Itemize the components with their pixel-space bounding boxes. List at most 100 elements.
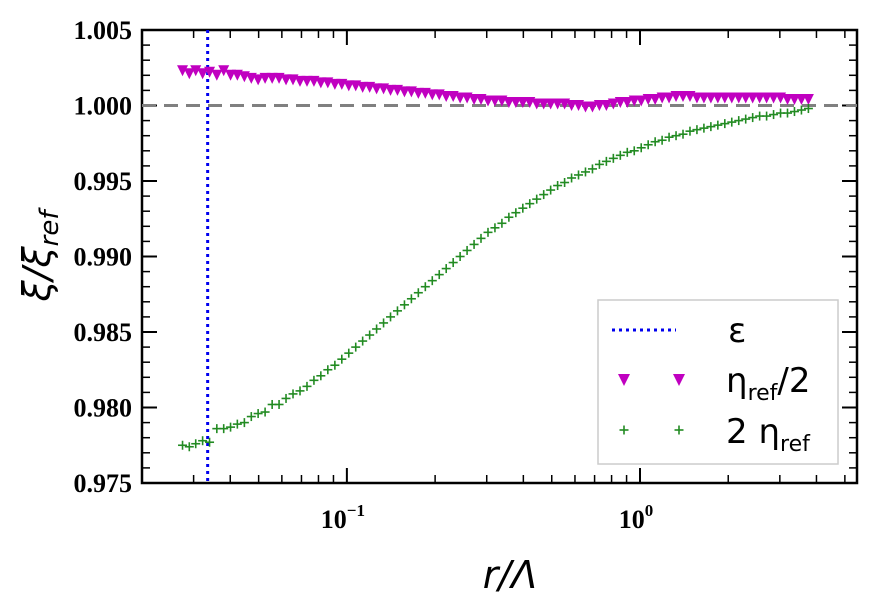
- triangle-point: [329, 78, 341, 90]
- plus-point: [462, 245, 472, 255]
- triangle-point: [468, 93, 480, 105]
- triangle-point: [754, 92, 766, 104]
- triangle-point: [782, 93, 794, 105]
- plus-point: [504, 212, 514, 222]
- plus-point: [706, 122, 716, 132]
- triangle-point: [593, 100, 605, 111]
- triangle-point: [788, 93, 800, 105]
- triangle-point: [579, 101, 591, 113]
- triangle-point: [656, 92, 668, 104]
- plus-point: [490, 223, 500, 233]
- plus-point: [219, 424, 229, 434]
- y-tick-label: 0.975: [74, 469, 133, 498]
- plus-point: [769, 110, 779, 120]
- triangle-point: [510, 96, 522, 108]
- plus-point: [427, 276, 437, 286]
- triangle-point: [531, 98, 543, 110]
- triangle-point: [691, 92, 703, 104]
- plus-point: [629, 146, 639, 156]
- plus-point: [622, 147, 632, 157]
- x-tick-label: 10−1: [321, 501, 365, 534]
- plus-point: [274, 399, 284, 409]
- plus-point: [434, 270, 444, 280]
- triangle-point: [357, 81, 369, 93]
- legend-plus-marker: [619, 425, 629, 435]
- plus-point: [239, 418, 249, 428]
- plus-point: [184, 442, 194, 452]
- plus-point: [685, 126, 695, 136]
- plus-point: [295, 386, 305, 396]
- plus-point: [796, 105, 806, 115]
- plus-point: [525, 199, 535, 209]
- plus-point: [587, 164, 597, 174]
- plus-point: [448, 258, 458, 268]
- plus-point: [178, 440, 188, 450]
- triangle-point: [552, 98, 564, 110]
- plus-point: [720, 119, 730, 129]
- triangle-point: [607, 98, 619, 110]
- plus-point: [351, 342, 361, 352]
- triangle-point: [614, 96, 626, 108]
- triangle-point: [315, 77, 327, 89]
- plus-point: [699, 123, 709, 133]
- triangle-point: [454, 92, 466, 104]
- plus-point: [198, 436, 208, 446]
- triangle-point: [211, 69, 223, 81]
- plus-point: [608, 153, 618, 163]
- plus-point: [455, 252, 465, 261]
- legend: ε ηref/2 2 ηref: [597, 299, 839, 465]
- plus-point: [574, 170, 584, 180]
- plus-point: [302, 381, 312, 391]
- plus-point: [748, 113, 758, 123]
- plus-point: [615, 150, 625, 160]
- legend-triangle-marker: [618, 374, 630, 386]
- triangle-point: [517, 96, 529, 108]
- y-tick-label: 0.990: [74, 243, 133, 272]
- triangle-point: [259, 72, 271, 84]
- triangle-point: [190, 65, 202, 77]
- triangle-point: [489, 95, 501, 107]
- plus-point: [309, 375, 319, 385]
- triangle-point: [294, 75, 306, 87]
- plus-point: [205, 437, 215, 447]
- y-axis-label: ξ/ξref: [15, 207, 65, 303]
- triangle-point: [712, 92, 724, 104]
- plus-point: [518, 203, 528, 213]
- x-axis-label: r/Λ: [483, 553, 537, 597]
- plus-point: [372, 324, 382, 334]
- triangle-point: [747, 92, 759, 104]
- plus-point: [344, 348, 354, 358]
- plus-point: [643, 140, 653, 150]
- plus-point: [497, 218, 507, 228]
- plus-point: [323, 365, 333, 375]
- legend-plus-marker: [674, 425, 684, 435]
- plus-point: [553, 181, 563, 191]
- plus-point: [546, 185, 556, 195]
- triangle-point: [183, 68, 195, 80]
- triangle-point: [177, 65, 189, 77]
- triangle-point: [600, 100, 612, 111]
- y-tick-label: 1.005: [74, 16, 133, 45]
- triangle-point: [726, 92, 738, 104]
- plus-point: [671, 131, 681, 141]
- plus-point: [532, 194, 542, 204]
- plus-point: [337, 354, 347, 364]
- plus-point: [762, 111, 772, 121]
- legend-eta-half-label: ηref/2: [726, 361, 811, 406]
- y-axis-label-group: ξ/ξref: [15, 207, 65, 303]
- triangle-point: [538, 98, 550, 110]
- plus-point: [650, 137, 660, 147]
- triangle-point: [545, 98, 557, 110]
- plus-point: [741, 114, 751, 124]
- triangle-point: [301, 75, 313, 87]
- legend-epsilon-label: ε: [728, 311, 746, 351]
- plus-point: [406, 294, 416, 304]
- plus-point: [636, 143, 646, 153]
- triangle-point: [566, 100, 578, 111]
- triangle-point: [719, 92, 731, 104]
- y-tick-label: 1.000: [74, 92, 133, 121]
- plus-point: [392, 306, 402, 316]
- y-tick-label: 0.985: [74, 318, 133, 347]
- y-tick-label: 0.980: [74, 394, 133, 423]
